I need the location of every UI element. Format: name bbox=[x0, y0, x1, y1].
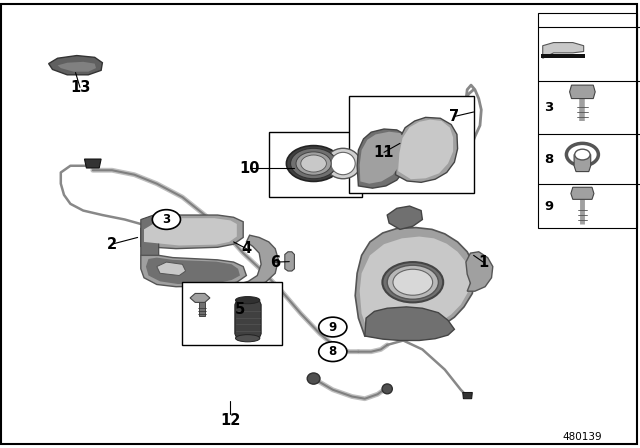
Text: 480139: 480139 bbox=[563, 432, 602, 442]
FancyBboxPatch shape bbox=[349, 96, 474, 193]
Polygon shape bbox=[49, 56, 102, 75]
Polygon shape bbox=[355, 228, 475, 337]
Polygon shape bbox=[574, 155, 591, 172]
Text: 3: 3 bbox=[545, 101, 554, 114]
Text: 9: 9 bbox=[329, 320, 337, 334]
Polygon shape bbox=[156, 228, 166, 235]
Ellipse shape bbox=[291, 148, 337, 179]
Text: 3: 3 bbox=[163, 213, 170, 226]
Ellipse shape bbox=[236, 335, 260, 342]
FancyBboxPatch shape bbox=[538, 13, 637, 228]
Polygon shape bbox=[570, 85, 595, 99]
Text: 4: 4 bbox=[241, 241, 252, 256]
Polygon shape bbox=[157, 262, 186, 276]
Polygon shape bbox=[144, 218, 237, 246]
Circle shape bbox=[319, 342, 347, 362]
Text: 8: 8 bbox=[545, 152, 554, 166]
Polygon shape bbox=[387, 206, 422, 229]
Text: 9: 9 bbox=[545, 199, 554, 213]
Text: 6: 6 bbox=[270, 254, 280, 270]
Polygon shape bbox=[218, 235, 278, 289]
Ellipse shape bbox=[387, 265, 438, 299]
Polygon shape bbox=[235, 300, 261, 338]
Polygon shape bbox=[84, 159, 101, 168]
Polygon shape bbox=[365, 307, 454, 340]
Polygon shape bbox=[146, 258, 240, 284]
Text: 1: 1 bbox=[478, 254, 488, 270]
Text: 12: 12 bbox=[220, 413, 241, 428]
Polygon shape bbox=[285, 252, 294, 271]
Polygon shape bbox=[398, 120, 453, 179]
Circle shape bbox=[575, 149, 590, 160]
Ellipse shape bbox=[326, 148, 361, 179]
Ellipse shape bbox=[382, 384, 392, 394]
Bar bbox=[199, 302, 205, 316]
Ellipse shape bbox=[296, 152, 332, 175]
Ellipse shape bbox=[287, 146, 341, 181]
Polygon shape bbox=[360, 237, 470, 334]
Bar bbox=[541, 54, 585, 58]
Ellipse shape bbox=[301, 155, 326, 172]
Ellipse shape bbox=[236, 297, 260, 304]
Ellipse shape bbox=[307, 373, 320, 384]
Polygon shape bbox=[543, 43, 584, 58]
Text: 7: 7 bbox=[449, 109, 460, 124]
Polygon shape bbox=[360, 132, 405, 184]
FancyBboxPatch shape bbox=[182, 282, 282, 345]
Polygon shape bbox=[190, 293, 210, 302]
Text: 5: 5 bbox=[235, 302, 245, 317]
Text: 11: 11 bbox=[374, 145, 394, 160]
Polygon shape bbox=[141, 215, 159, 258]
Polygon shape bbox=[396, 117, 458, 182]
Text: 13: 13 bbox=[70, 80, 90, 95]
Circle shape bbox=[319, 317, 347, 337]
Text: 8: 8 bbox=[329, 345, 337, 358]
Circle shape bbox=[152, 210, 180, 229]
Polygon shape bbox=[357, 129, 410, 188]
Text: 2: 2 bbox=[107, 237, 117, 252]
Ellipse shape bbox=[331, 152, 355, 175]
Polygon shape bbox=[141, 215, 243, 249]
Polygon shape bbox=[571, 187, 594, 199]
Polygon shape bbox=[141, 255, 246, 287]
Ellipse shape bbox=[393, 269, 433, 295]
Ellipse shape bbox=[383, 262, 443, 302]
Polygon shape bbox=[466, 252, 493, 291]
FancyBboxPatch shape bbox=[269, 132, 362, 197]
Polygon shape bbox=[463, 392, 472, 399]
Text: 10: 10 bbox=[239, 160, 260, 176]
Polygon shape bbox=[58, 62, 96, 72]
